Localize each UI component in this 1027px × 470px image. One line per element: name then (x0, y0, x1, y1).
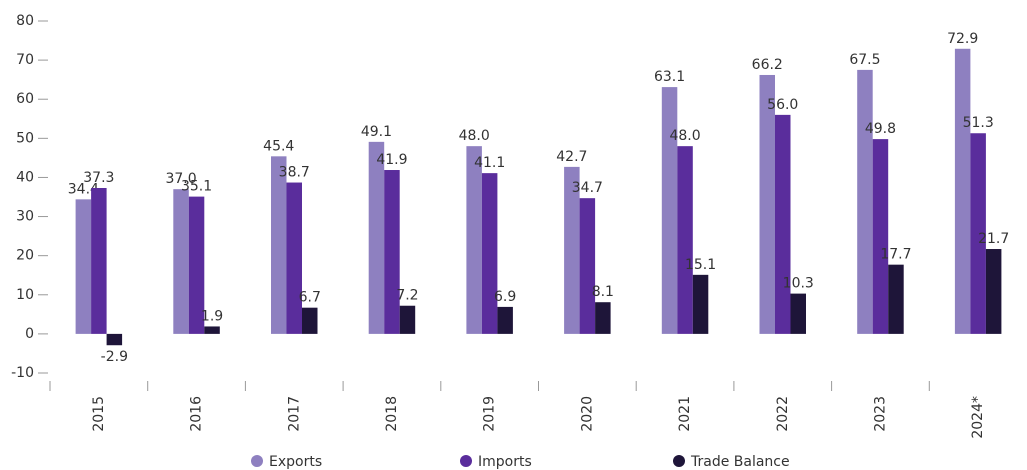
bar (775, 114, 791, 334)
y-tick-label: 20 (16, 248, 34, 264)
bar (188, 196, 205, 334)
y-tick-label: 50 (16, 130, 34, 146)
bar (75, 199, 92, 334)
y-tick-label: 10 (16, 287, 34, 303)
value-label: 41.1 (474, 155, 505, 171)
x-tick-label: 2018 (384, 396, 400, 432)
bar (790, 293, 806, 334)
value-label: 6.7 (299, 290, 321, 306)
y-tick-label: 80 (16, 13, 34, 29)
x-tick-label: 2021 (677, 396, 693, 432)
value-label: 6.9 (494, 289, 516, 305)
value-label: 37.3 (83, 170, 114, 186)
bar (888, 264, 904, 334)
bar (759, 74, 775, 334)
value-label: 67.5 (849, 52, 880, 68)
value-label: 49.1 (361, 124, 392, 140)
y-tick-label: -10 (11, 365, 34, 381)
value-label: 35.1 (181, 179, 212, 195)
bar (661, 87, 678, 334)
value-label: 34.7 (572, 180, 603, 196)
x-tick-label: 2016 (189, 396, 205, 432)
bar (302, 307, 318, 334)
value-label: 45.4 (263, 138, 294, 154)
value-label: 48.0 (459, 128, 490, 144)
value-label: 48.0 (669, 128, 700, 144)
value-label: 38.7 (279, 165, 310, 181)
value-label: 42.7 (556, 149, 587, 165)
x-tick-label: 2020 (579, 396, 595, 432)
legend-marker (673, 455, 685, 467)
bar (692, 274, 709, 334)
value-label: 17.7 (880, 247, 911, 263)
bar (399, 305, 416, 334)
y-tick-label: 0 (25, 326, 34, 342)
x-tick-label: 2017 (286, 396, 302, 432)
value-label: 7.2 (396, 288, 418, 304)
value-label: 51.3 (963, 115, 994, 131)
bar (677, 146, 693, 334)
y-tick-label: 60 (16, 91, 34, 107)
bar (481, 173, 498, 334)
legend-marker (251, 455, 263, 467)
bar (286, 182, 302, 334)
x-tick-label: 2015 (91, 396, 107, 432)
bar (173, 189, 189, 334)
value-label: 49.8 (865, 121, 896, 137)
value-label: 1.9 (201, 308, 223, 324)
bar (204, 326, 220, 334)
y-tick-label: 40 (16, 169, 34, 185)
x-tick-label: 2022 (775, 396, 791, 432)
value-label: 15.1 (685, 257, 716, 273)
legend-label: Trade Balance (690, 454, 790, 470)
legend-label: Imports (478, 454, 532, 470)
value-label: 10.3 (783, 276, 814, 292)
value-label: 72.9 (947, 31, 978, 47)
bar (384, 170, 400, 334)
x-tick-label: 2019 (482, 396, 498, 432)
bar (872, 139, 889, 334)
bar (857, 69, 873, 334)
value-label: 63.1 (654, 69, 685, 85)
bar (106, 333, 123, 346)
y-tick-label: 30 (16, 209, 34, 225)
legend-label: Exports (269, 454, 322, 470)
bar (91, 188, 107, 334)
x-tick-label: 2023 (872, 396, 888, 432)
bar (497, 306, 513, 334)
bar (595, 302, 611, 334)
value-label: 8.1 (592, 284, 614, 300)
value-label: 66.2 (752, 57, 783, 73)
bar (271, 156, 287, 334)
bar (564, 166, 580, 334)
value-label: -2.9 (101, 349, 128, 365)
bar (368, 141, 385, 334)
x-tick-label: 2024* (970, 396, 986, 439)
bar (579, 198, 596, 334)
value-label: 21.7 (978, 231, 1009, 247)
value-label: 41.9 (376, 152, 407, 168)
legend-marker (460, 455, 472, 467)
bar (985, 249, 1002, 334)
bar (466, 146, 482, 334)
bar (970, 133, 986, 334)
bar (954, 48, 971, 334)
value-label: 56.0 (767, 97, 798, 113)
y-tick-label: 70 (16, 52, 34, 68)
value-label: 37.0 (165, 171, 196, 187)
